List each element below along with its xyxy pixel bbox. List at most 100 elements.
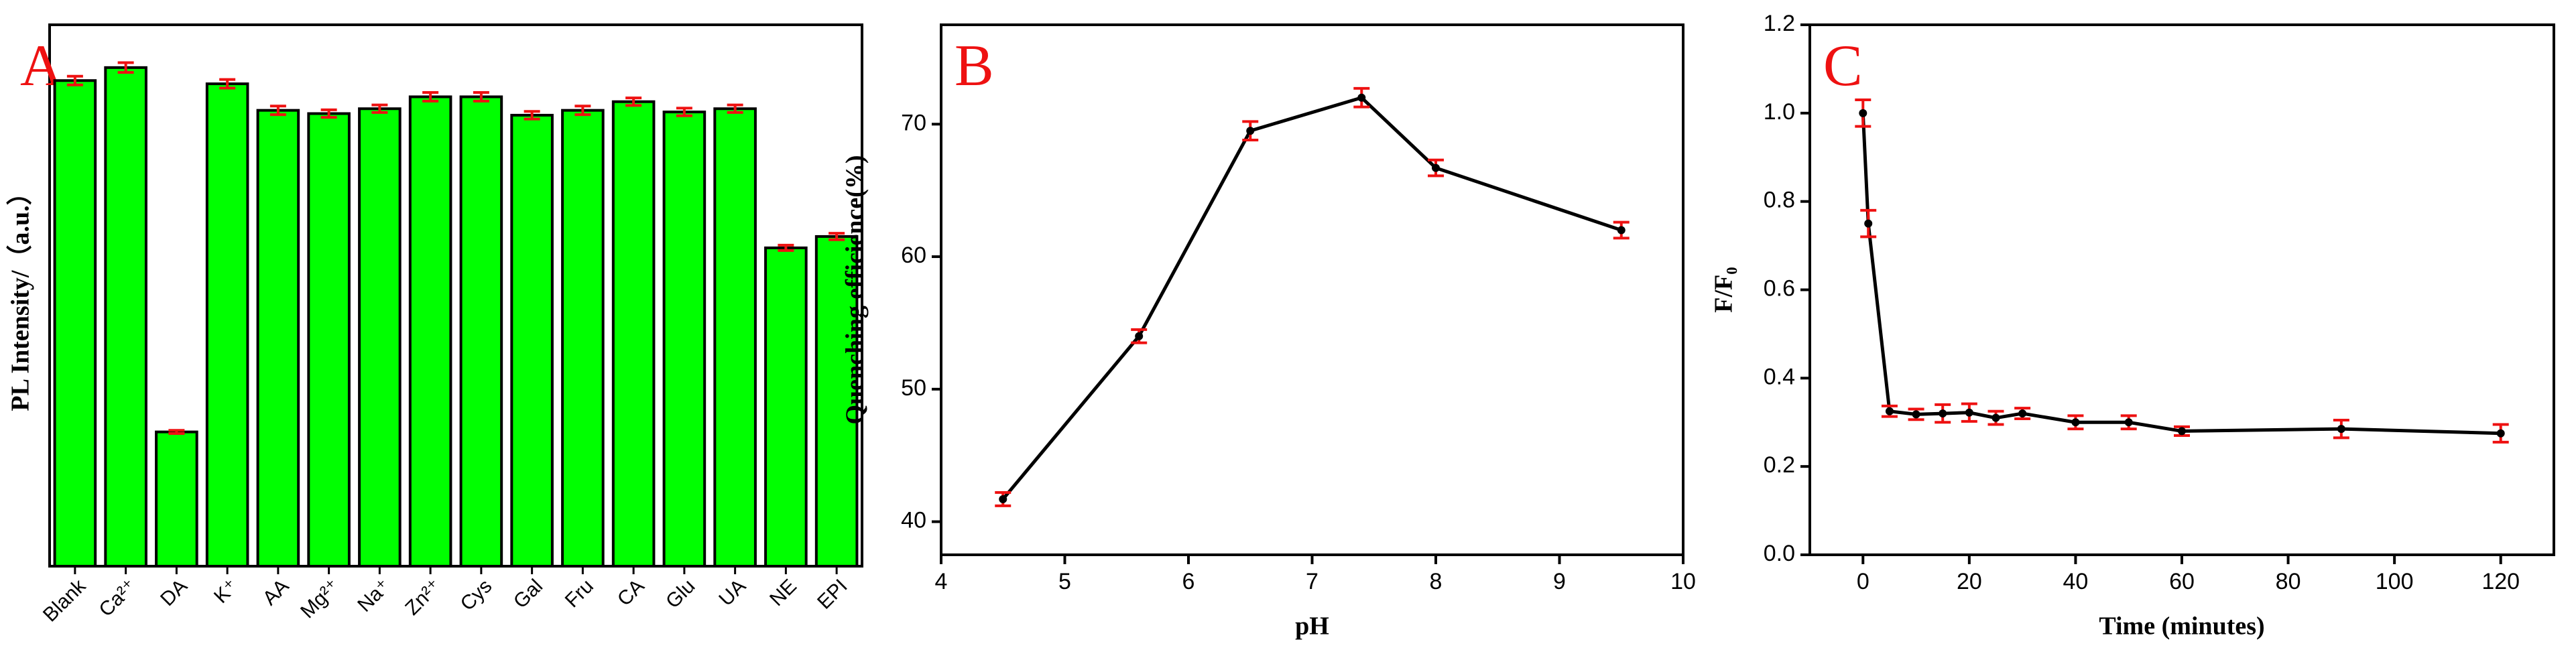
x-tick-label: 40	[2063, 569, 2089, 594]
y-tick-label: 0.6	[1764, 275, 1795, 301]
y-tick-label: 1.2	[1764, 11, 1795, 36]
error-bar	[524, 110, 540, 121]
panel-label: C	[1823, 34, 1863, 98]
bar	[205, 82, 249, 568]
error-bar	[269, 105, 286, 117]
point	[1885, 407, 1894, 415]
plot-frame	[1808, 23, 2555, 556]
point	[2018, 409, 2027, 418]
x-tick-label: DA	[156, 575, 192, 610]
point	[1965, 408, 1973, 417]
x-tick-label: 20	[1957, 569, 1982, 594]
bar	[408, 95, 452, 568]
x-tick-label: Gal	[509, 575, 547, 612]
point	[1912, 410, 1920, 419]
point	[999, 494, 1007, 503]
x-tick-label: 80	[2276, 569, 2301, 594]
x-tick-label: 7	[1306, 569, 1318, 594]
x-tick-label: 0	[1857, 569, 1869, 594]
point	[2337, 425, 2345, 434]
bar	[662, 111, 707, 568]
y-tick-label: 50	[901, 375, 926, 401]
x-axis-title: pH	[1295, 612, 1329, 641]
y-axis-title: PL Intensity/（a.u.）	[7, 180, 35, 411]
line	[1861, 113, 2501, 436]
point	[1357, 93, 1366, 102]
bar	[713, 107, 757, 568]
y-tick-label: 0.8	[1764, 188, 1795, 213]
x-tick-label: UA	[715, 575, 750, 610]
point	[1991, 413, 2000, 422]
plot-frame	[940, 23, 1684, 556]
bar	[459, 95, 503, 568]
x-tick-label: 60	[2169, 569, 2195, 594]
error-bar	[66, 74, 83, 86]
x-tick-label: CA	[613, 575, 649, 610]
x-tick-label: Zn²⁺	[401, 575, 445, 619]
x-tick-label: Na⁺	[353, 575, 395, 616]
x-tick-label: AA	[259, 575, 294, 610]
x-tick-label: Fru	[561, 575, 598, 612]
y-tick-label: 0.4	[1764, 364, 1795, 389]
x-tick-label: K⁺	[210, 575, 243, 608]
point	[1617, 226, 1626, 235]
x-tick-label: EPI	[813, 575, 852, 614]
x-tick-label: Cys	[456, 575, 497, 615]
point	[1864, 219, 1873, 228]
error-bar	[422, 91, 439, 103]
x-tick-label: 8	[1430, 569, 1443, 594]
x-tick-label: 9	[1553, 569, 1566, 594]
bar	[358, 107, 402, 568]
y-tick-label: 60	[901, 243, 926, 268]
error-bar	[778, 243, 794, 252]
x-tick-label: Glu	[662, 575, 699, 612]
error-bar	[117, 61, 134, 74]
x-tick-label: 120	[2481, 569, 2520, 594]
x-tick-label: 100	[2376, 569, 2414, 594]
x-axis-title: Time (minutes)	[2099, 612, 2264, 641]
bar	[155, 430, 198, 568]
y-axis-title: F/F₀	[1710, 267, 1738, 312]
bar	[611, 100, 656, 568]
bar	[104, 66, 147, 568]
line	[1001, 95, 1622, 501]
error-bar	[371, 103, 388, 114]
point	[1432, 163, 1440, 172]
bar	[764, 246, 808, 568]
error-bar	[625, 96, 642, 107]
panel-label: B	[955, 34, 994, 98]
y-tick-label: 70	[901, 110, 926, 135]
point	[1135, 332, 1144, 340]
plot-frame	[48, 23, 863, 568]
point	[2124, 418, 2133, 427]
x-tick-label: 10	[1670, 569, 1696, 594]
error-bar	[829, 232, 845, 241]
bar	[561, 109, 605, 568]
point	[1939, 409, 1947, 418]
error-bar	[473, 91, 489, 103]
error-bar	[168, 429, 185, 436]
bar	[510, 113, 554, 568]
error-bar	[727, 103, 743, 114]
y-tick-label: 0.2	[1764, 452, 1795, 478]
bar	[307, 112, 351, 568]
error-bar	[676, 107, 692, 117]
point	[1246, 127, 1255, 135]
bar	[53, 79, 97, 568]
error-bar	[219, 78, 236, 90]
y-tick-label: 0.0	[1764, 541, 1795, 566]
x-tick-label: 5	[1058, 569, 1071, 594]
error-bar	[320, 108, 337, 119]
point	[2071, 418, 2080, 427]
bar	[256, 109, 300, 568]
x-tick-label: Mg²⁺	[296, 575, 344, 622]
y-axis-title: Quenching efficience(%)	[841, 155, 869, 424]
x-tick-label: NE	[765, 575, 801, 610]
point	[2496, 429, 2505, 438]
x-tick-label: 6	[1182, 569, 1195, 594]
x-tick-label: Ca²⁺	[95, 575, 141, 621]
point	[1859, 109, 1867, 117]
y-tick-label: 40	[901, 508, 926, 533]
point	[2178, 427, 2186, 436]
